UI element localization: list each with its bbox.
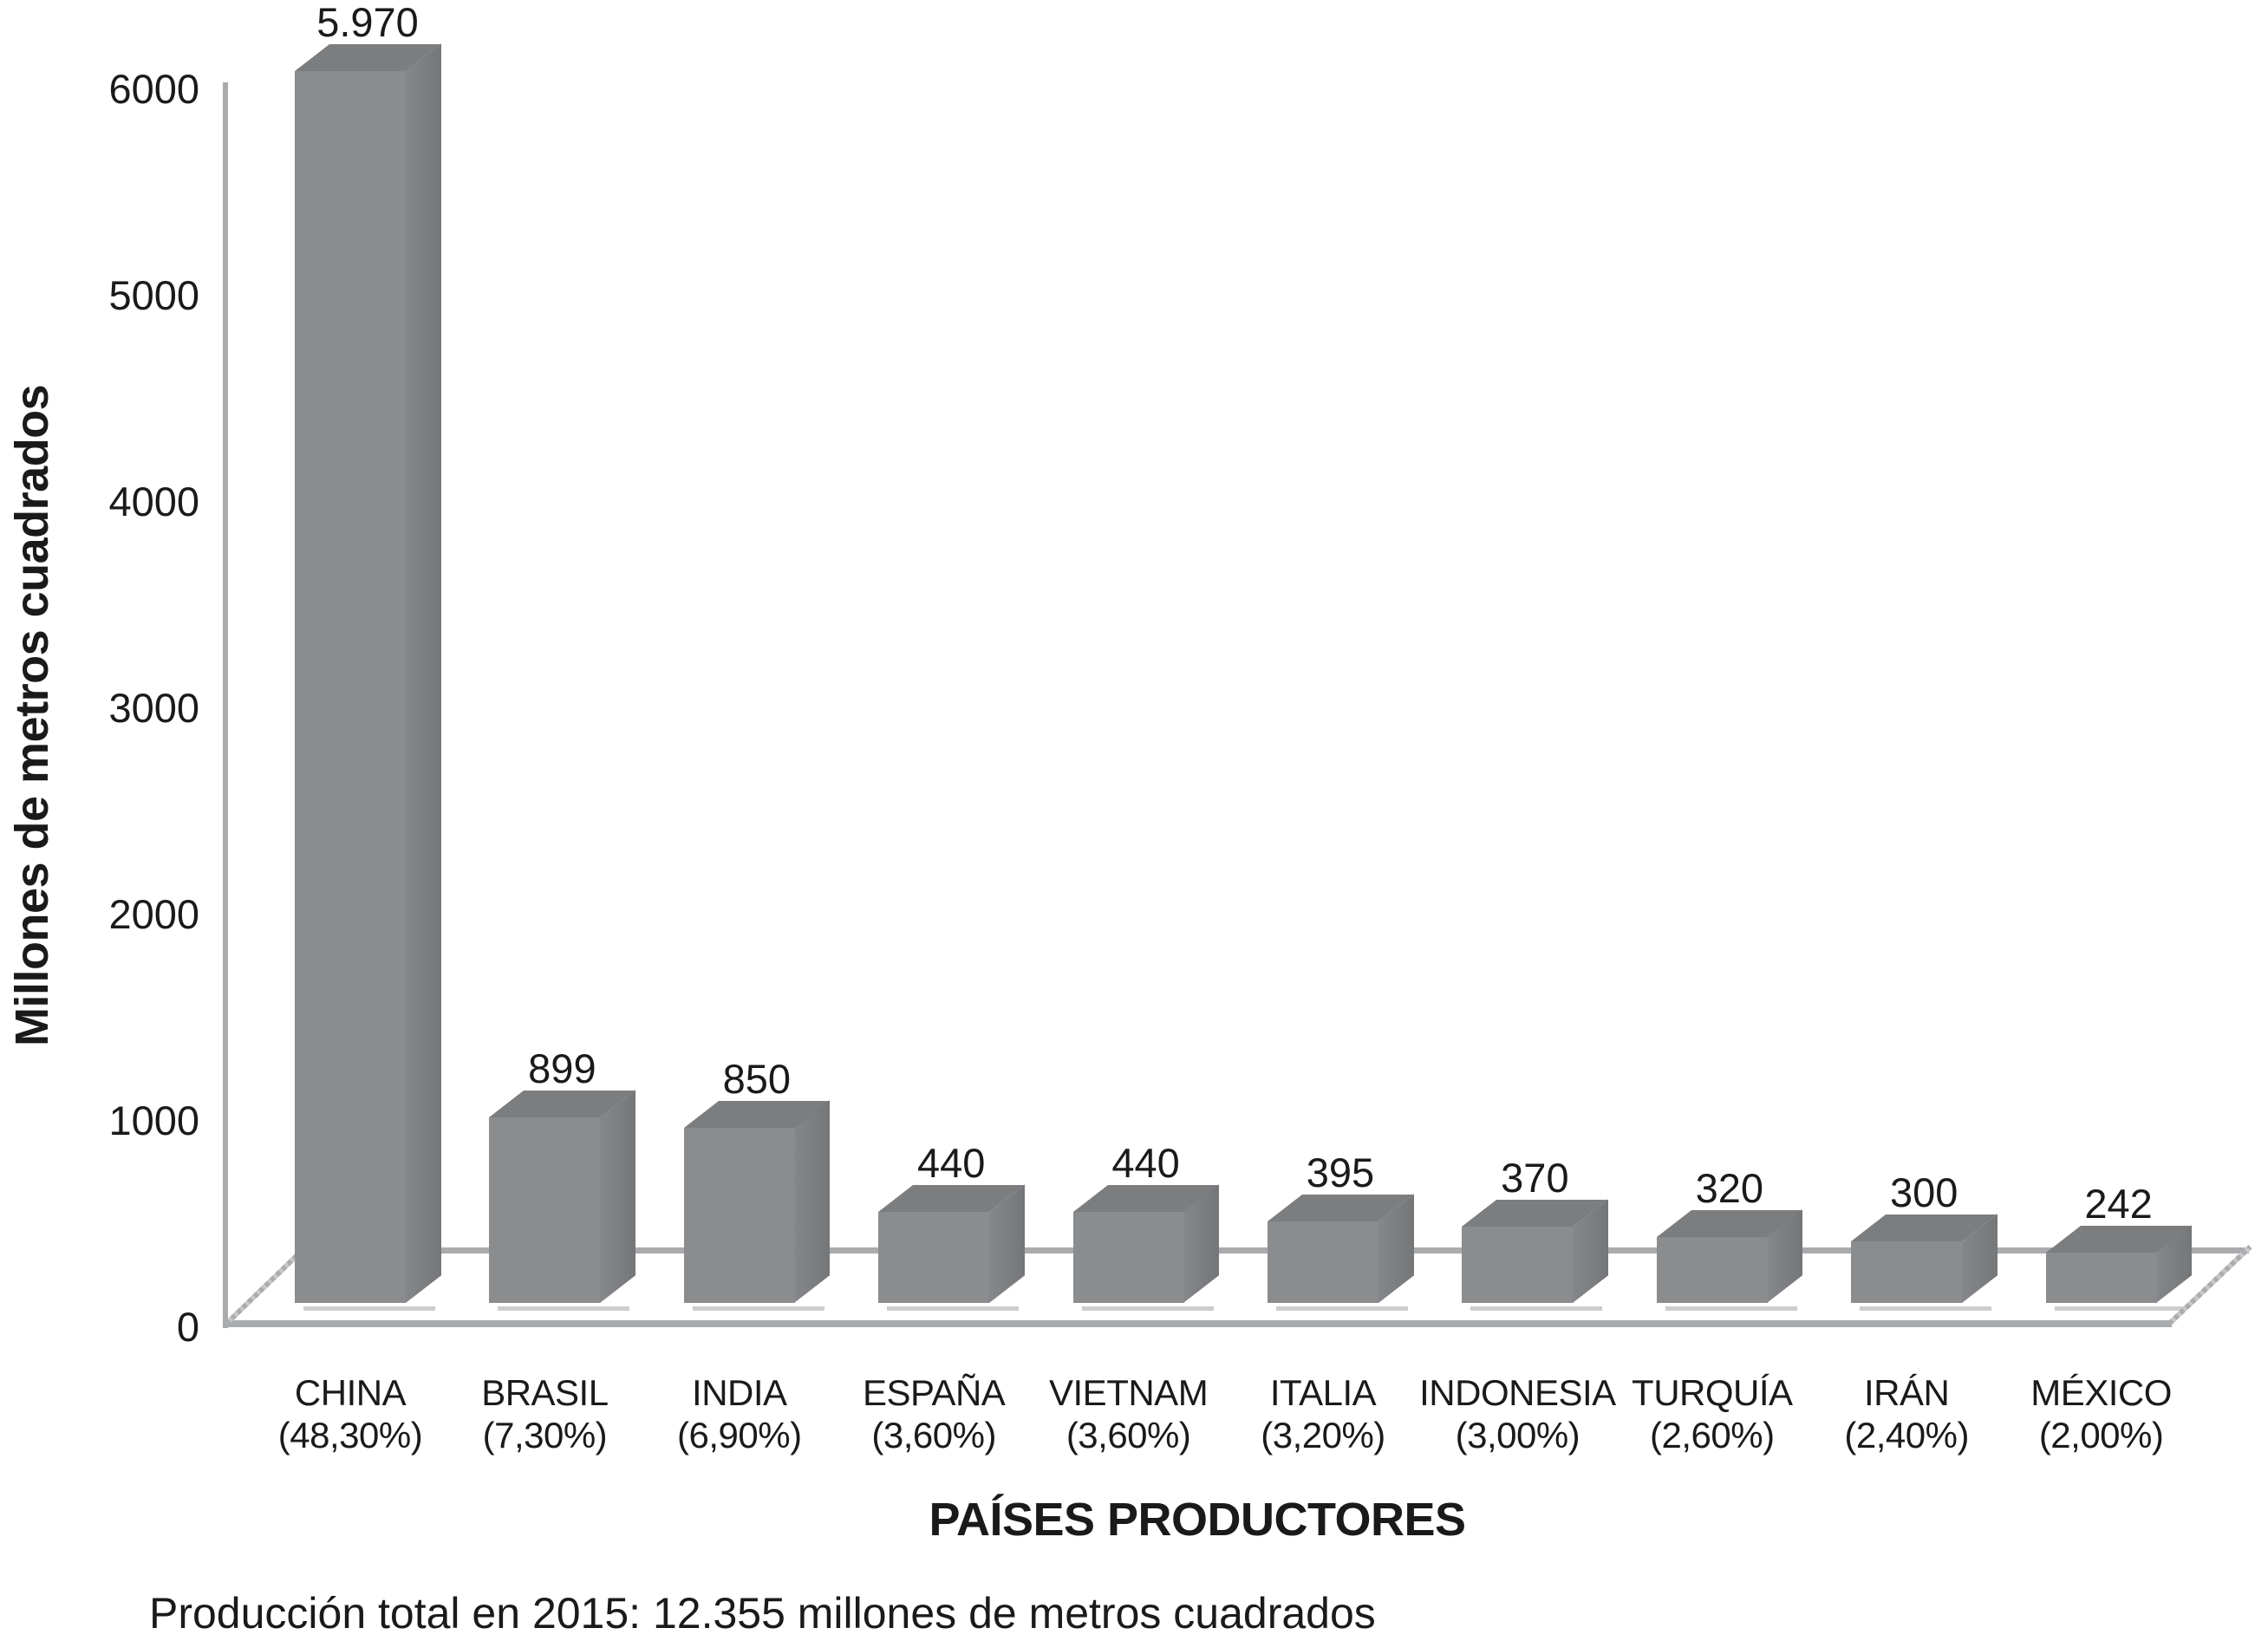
- footer-note: Producción total en 2015: 12.355 millone…: [149, 1589, 1376, 1638]
- y-tick-label: 5000: [108, 272, 199, 318]
- category-name: INDIA: [692, 1372, 787, 1413]
- bar-value-label: 440: [1111, 1140, 1180, 1187]
- category-percent: (48,30%): [277, 1415, 423, 1455]
- category-percent: (3,20%): [1261, 1415, 1385, 1455]
- bar-side-face: [405, 43, 440, 1303]
- category-label: MÉXICO (2,00%): [1998, 1371, 2206, 1456]
- bar-value-label: 5.970: [316, 0, 419, 46]
- category-label: INDIA (6,90%): [635, 1371, 844, 1456]
- bar-vietnam: [1072, 1184, 1219, 1303]
- category-label: INDONESIA (3,00%): [1413, 1371, 1621, 1456]
- bar-floor-shadow: [1276, 1306, 1408, 1311]
- category-percent: (3,60%): [1066, 1415, 1191, 1455]
- category-name: ITALIA: [1269, 1372, 1377, 1413]
- bar-floor-shadow: [692, 1306, 824, 1311]
- y-tick-label: 4000: [108, 479, 199, 524]
- bar-turquía: [1656, 1209, 1802, 1303]
- bar-floor-shadow: [887, 1306, 1020, 1311]
- category-name: IRÁN: [1864, 1372, 1950, 1413]
- category-percent: (2,00%): [2038, 1415, 2164, 1455]
- bar-front-face: [489, 1117, 601, 1303]
- category-percent: (3,00%): [1455, 1415, 1580, 1455]
- bar-front-face: [683, 1127, 795, 1303]
- x-axis-title: PAÍSES PRODUCTORES: [929, 1494, 1466, 1546]
- category-label: VIETNAM (3,60%): [1025, 1371, 1233, 1456]
- category-label: TURQUÍA (2,60%): [1608, 1371, 1816, 1456]
- bar-floor-shadow: [2054, 1306, 2187, 1311]
- bar-front-face: [1072, 1212, 1184, 1303]
- bar-value-label: 370: [1501, 1154, 1569, 1201]
- bar-value-label: 850: [722, 1055, 791, 1102]
- category-name: CHINA: [294, 1372, 407, 1413]
- category-name: TURQUÍA: [1632, 1372, 1793, 1413]
- y-tick-label: 6000: [108, 66, 199, 112]
- category-percent: (2,60%): [1650, 1415, 1775, 1455]
- category-label: ITALIA (3,20%): [1219, 1371, 1427, 1456]
- bar-floor-shadow: [1081, 1306, 1214, 1311]
- bar-floor-shadow: [498, 1306, 630, 1311]
- bar-value-label: 300: [1889, 1169, 1958, 1215]
- bar-italia: [1268, 1194, 1413, 1303]
- category-name: BRASIL: [481, 1372, 609, 1413]
- bar-india: [683, 1100, 830, 1303]
- bar-value-label: 320: [1695, 1164, 1763, 1211]
- bar-indonesia: [1462, 1199, 1608, 1303]
- category-percent: (6,90%): [677, 1415, 802, 1455]
- bar-front-face: [1268, 1221, 1378, 1303]
- category-label: ESPAÑA (3,60%): [830, 1371, 1038, 1456]
- bar-brasil: [489, 1090, 635, 1303]
- bar-side-face: [599, 1090, 635, 1303]
- bar-front-face: [878, 1212, 990, 1303]
- bar-value-label: 899: [528, 1045, 596, 1092]
- bar-floor-shadow: [1665, 1306, 1797, 1311]
- bar-side-face: [794, 1100, 830, 1303]
- bar-front-face: [1462, 1226, 1574, 1303]
- bar-value-label: 395: [1306, 1149, 1375, 1195]
- y-tick-label: 2000: [108, 891, 199, 937]
- bar-floor-shadow: [1470, 1306, 1603, 1311]
- bar-front-face: [1851, 1241, 1963, 1303]
- floor-front-edge: [223, 1320, 2172, 1327]
- category-label: CHINA (48,30%): [246, 1371, 454, 1456]
- category-percent: (2,40%): [1844, 1415, 1969, 1455]
- bar-front-face: [295, 71, 406, 1303]
- category-name: MÉXICO: [2030, 1372, 2172, 1413]
- floor-left-edge: [224, 1248, 304, 1326]
- category-label: BRASIL (7,30%): [440, 1371, 648, 1456]
- bar-front-face: [1656, 1236, 1768, 1303]
- category-name: ESPAÑA: [863, 1372, 1006, 1413]
- y-tick-label: 3000: [108, 685, 199, 731]
- bar-españa: [878, 1184, 1025, 1303]
- category-label: IRÁN (2,40%): [1802, 1371, 2011, 1456]
- category-name: INDONESIA: [1419, 1372, 1616, 1413]
- bar-value-label: 242: [2084, 1181, 2153, 1227]
- category-percent: (3,60%): [871, 1415, 996, 1455]
- category-percent: (7,30%): [482, 1415, 608, 1455]
- bar-méxico: [2045, 1225, 2192, 1303]
- bar-irán: [1851, 1214, 1998, 1303]
- bar-china: [295, 43, 440, 1303]
- category-name: VIETNAM: [1049, 1372, 1209, 1413]
- bar-value-label: 440: [916, 1140, 986, 1187]
- y-tick-label: 1000: [108, 1097, 199, 1143]
- y-axis-line: [223, 82, 228, 1328]
- y-tick-label: 0: [176, 1304, 199, 1350]
- bar-floor-shadow: [303, 1306, 435, 1311]
- bar-front-face: [2045, 1253, 2157, 1303]
- bar-floor-shadow: [1860, 1306, 1992, 1311]
